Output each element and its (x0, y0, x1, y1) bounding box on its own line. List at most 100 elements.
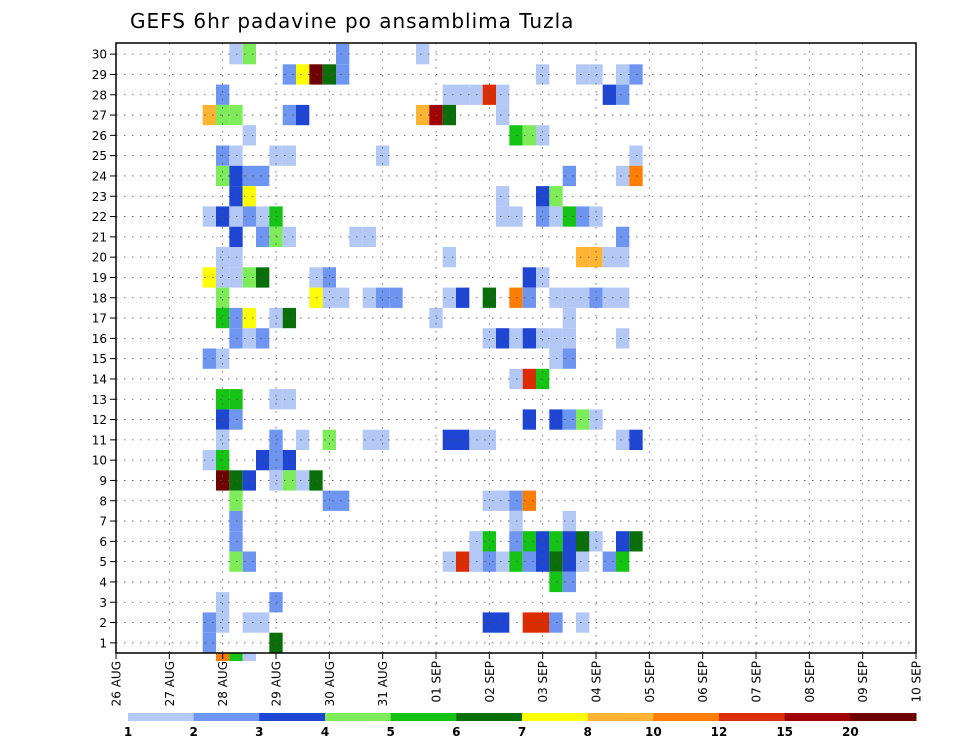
heatmap-cell (616, 247, 630, 268)
heatmap-cell (242, 267, 256, 288)
heatmap-cell (509, 510, 523, 532)
y-tick-label: 21 (92, 230, 107, 244)
heatmap-cell (522, 328, 536, 349)
x-tick-label: 04 SEP (590, 661, 604, 703)
heatmap-cell (282, 450, 296, 471)
x-tick-label: 29 AUG (270, 661, 284, 706)
heatmap-cell (602, 287, 616, 308)
y-axis: 1234567891011121314151617181920212223242… (92, 48, 116, 650)
heatmap-cell (242, 612, 256, 633)
heatmap-cell (416, 44, 430, 65)
heatmap-cell (309, 267, 323, 288)
heatmap-cell (322, 287, 336, 308)
heatmap-cell (456, 84, 470, 105)
heatmap-cell (522, 612, 536, 633)
heatmap-cell (242, 186, 256, 207)
heatmap-cell (482, 84, 496, 105)
heatmap-cell (549, 206, 563, 227)
x-axis: 26 AUG 27 AUG 28 AUG 29 AUG 30 AUG 31 AUG 01 S… (110, 653, 924, 706)
y-tick-label: 10 (92, 454, 107, 468)
y-tick-label: 22 (92, 210, 107, 224)
heatmap-cell (589, 287, 603, 308)
x-tick-label: 31 AUG (376, 661, 390, 706)
heatmap-cell (429, 307, 443, 329)
heatmap-cell (496, 612, 510, 633)
heatmap-cell (616, 551, 630, 572)
heatmap-cell (509, 328, 523, 349)
heatmap-cell (336, 287, 350, 308)
heatmap-cell (549, 612, 563, 633)
x-tick-label: 02 SEP (483, 661, 497, 703)
heatmap-cell (376, 287, 390, 308)
heatmap-cell (229, 551, 243, 572)
heatmap-cell (349, 226, 363, 247)
heatmap-cell (229, 409, 243, 430)
colorbar-label: 12 (711, 725, 728, 739)
heatmap-cell (229, 206, 243, 227)
heatmap-cell (629, 429, 643, 450)
heatmap-cell (509, 490, 523, 511)
heatmap-cell (616, 226, 630, 247)
heatmap-cell (202, 632, 216, 653)
heatmap-cell (576, 409, 590, 430)
heatmap-cell (229, 226, 243, 247)
heatmap-cell (229, 247, 243, 268)
y-tick-label: 4 (99, 575, 107, 589)
heatmap-cell (282, 64, 296, 85)
heatmap-cell (442, 429, 456, 450)
heatmap-cell (229, 44, 243, 65)
colorbar-swatch (456, 713, 523, 721)
y-tick-label: 7 (99, 515, 107, 529)
heatmap-cell (229, 307, 243, 329)
heatmap-cell (242, 44, 256, 65)
heatmap-cell (269, 206, 283, 227)
heatmap-cell (509, 531, 523, 552)
heatmap-cell (296, 470, 310, 491)
heatmap-cell (229, 186, 243, 207)
x-tick-label: 30 AUG (323, 661, 337, 706)
y-tick-label: 24 (92, 169, 107, 183)
heatmap-cell (282, 389, 296, 410)
heatmap-cell (242, 206, 256, 227)
heatmap-cell (442, 287, 456, 308)
heatmap-cell (616, 165, 630, 187)
x-tick-label: 05 SEP (643, 661, 657, 703)
heatmap-cell (616, 531, 630, 552)
heatmap-cell (309, 64, 323, 85)
heatmap-cell (282, 104, 296, 126)
y-tick-label: 25 (92, 149, 107, 163)
heatmap-cells (202, 44, 643, 661)
y-tick-label: 3 (99, 596, 107, 610)
heatmap-cell (442, 247, 456, 268)
heatmap-cell (229, 470, 243, 491)
y-tick-label: 17 (92, 312, 107, 326)
chart-title: GEFS 6hr padavine po ansamblima Tuzla (130, 9, 574, 33)
heatmap-cell (522, 531, 536, 552)
heatmap-cell (242, 328, 256, 349)
heatmap-cell (229, 653, 243, 661)
y-tick-label: 26 (92, 129, 107, 143)
heatmap-cell (389, 287, 403, 308)
heatmap-cell (336, 64, 350, 85)
heatmap-cell (602, 551, 616, 572)
heatmap-cell (576, 612, 590, 633)
y-tick-label: 12 (92, 413, 107, 427)
heatmap-cell (282, 226, 296, 247)
heatmap-cell (509, 551, 523, 572)
heatmap-cell (549, 186, 563, 207)
y-tick-label: 30 (92, 48, 107, 62)
x-tick-label: 27 AUG (163, 661, 177, 706)
heatmap-cell (469, 531, 483, 552)
y-tick-label: 8 (99, 494, 107, 508)
heatmap-cell (202, 104, 216, 126)
heatmap-cell (456, 551, 470, 572)
colorbar: 1 2 3 4 5 6 7 8 10 12 15 20 (124, 713, 917, 739)
heatmap-cell (202, 450, 216, 471)
heatmap-cell (482, 429, 496, 450)
heatmap-cell (536, 328, 550, 349)
heatmap-cell (536, 206, 550, 227)
heatmap-cell (269, 307, 283, 329)
y-tick-label: 20 (92, 251, 107, 265)
heatmap-cell (629, 165, 643, 187)
heatmap-cell (216, 165, 230, 187)
